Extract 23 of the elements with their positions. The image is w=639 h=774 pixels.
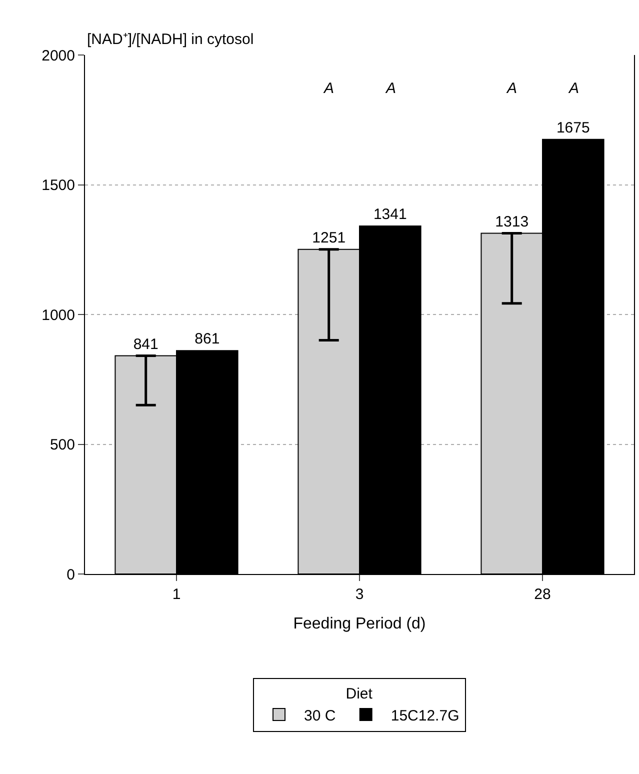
y-tick-label: 500 [50,436,75,454]
data-label: 841 [133,336,158,353]
annotation: A [385,80,396,97]
y-tick-label: 2000 [42,47,75,64]
x-tick-label: 1 [172,586,181,603]
legend-title: Diet [346,685,374,702]
data-label: 1251 [312,229,346,246]
x-tick-label: 3 [355,586,364,603]
annotation: A [568,80,580,97]
y-axis-title: [NAD⁺]/[NADH] in cytosol [87,31,254,48]
data-label: 1675 [556,119,590,136]
legend-label: 15C12.7G [390,707,460,724]
y-tick-label: 0 [66,566,75,584]
x-tick-label: 28 [534,586,551,603]
x-axis-title: Feeding Period (d) [293,616,426,633]
y-tick-label: 1000 [42,306,75,324]
legend-label: 30 C [304,707,336,724]
data-label: 1341 [373,206,407,224]
data-label: 1313 [495,213,529,230]
data-label: 861 [194,330,220,348]
annotation: A [323,80,334,97]
y-tick-label: 1500 [42,177,75,194]
annotation: A [506,80,518,97]
